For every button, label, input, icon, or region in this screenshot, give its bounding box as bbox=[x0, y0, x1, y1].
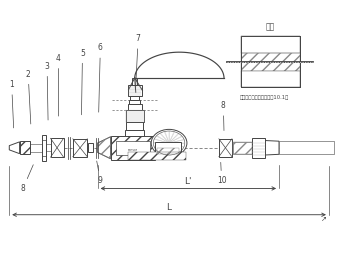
Bar bbox=[233, 142, 252, 154]
Bar bbox=[241, 36, 300, 87]
Bar bbox=[126, 110, 144, 122]
Bar bbox=[129, 100, 140, 105]
Bar bbox=[219, 139, 232, 157]
Text: ↗: ↗ bbox=[322, 216, 327, 222]
Text: 4: 4 bbox=[56, 54, 61, 116]
Text: 7: 7 bbox=[136, 34, 140, 90]
Bar bbox=[127, 122, 143, 130]
Bar bbox=[155, 142, 181, 154]
Bar bbox=[233, 142, 252, 154]
Text: 流向: 流向 bbox=[266, 22, 275, 31]
Bar bbox=[111, 136, 155, 159]
Polygon shape bbox=[265, 139, 279, 157]
Bar bbox=[279, 141, 334, 154]
Text: 3: 3 bbox=[45, 62, 50, 120]
Bar bbox=[42, 135, 46, 161]
Bar bbox=[50, 138, 63, 157]
Text: L: L bbox=[167, 203, 171, 212]
Bar bbox=[116, 140, 150, 155]
Bar bbox=[241, 36, 300, 87]
Bar bbox=[241, 71, 300, 87]
Bar bbox=[252, 138, 265, 158]
Polygon shape bbox=[9, 142, 20, 154]
Text: 5: 5 bbox=[80, 49, 85, 115]
Bar bbox=[46, 144, 50, 151]
Bar bbox=[128, 85, 141, 96]
Text: 9: 9 bbox=[97, 161, 103, 185]
Bar bbox=[130, 96, 139, 100]
Bar bbox=[20, 141, 30, 154]
Bar bbox=[20, 144, 42, 152]
Bar bbox=[241, 36, 300, 53]
Text: 8: 8 bbox=[221, 101, 226, 130]
Bar bbox=[128, 105, 141, 110]
Bar bbox=[157, 148, 179, 154]
Bar bbox=[241, 53, 300, 71]
Text: 10: 10 bbox=[217, 162, 226, 185]
Bar bbox=[128, 152, 186, 159]
Text: 8: 8 bbox=[21, 165, 33, 193]
Text: sensor: sensor bbox=[128, 148, 138, 152]
Polygon shape bbox=[98, 137, 111, 159]
Text: 2: 2 bbox=[26, 70, 31, 124]
Bar bbox=[132, 78, 137, 85]
Text: L': L' bbox=[185, 177, 192, 186]
Text: 1: 1 bbox=[9, 80, 14, 128]
Circle shape bbox=[151, 129, 187, 157]
Bar bbox=[88, 143, 93, 153]
Bar bbox=[125, 130, 144, 136]
Text: 6: 6 bbox=[98, 44, 103, 112]
Text: 置轴在外管内装配位置（10.1）: 置轴在外管内装配位置（10.1） bbox=[239, 95, 289, 100]
Bar bbox=[73, 139, 87, 157]
